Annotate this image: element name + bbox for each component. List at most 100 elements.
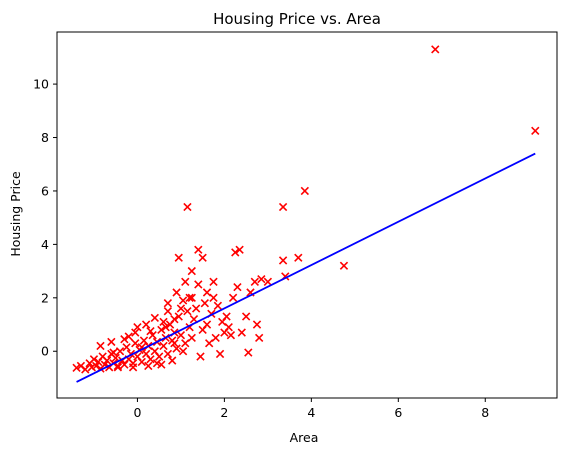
data-point-x-marker	[163, 307, 173, 316]
data-point-x-marker	[209, 277, 218, 286]
data-point-x-marker	[172, 344, 181, 353]
data-point-x-marker	[339, 261, 349, 270]
data-point-x-marker	[178, 347, 188, 356]
x-tick-label: 0	[133, 405, 141, 420]
data-point-x-marker	[133, 323, 142, 332]
data-point-x-marker	[228, 293, 238, 302]
y-axis-title: Housing Price	[8, 171, 23, 257]
data-point-x-marker	[137, 343, 146, 352]
data-point-x-marker	[146, 355, 155, 364]
y-tick-label: 4	[41, 237, 49, 252]
data-point-x-marker	[113, 363, 123, 372]
y-tick-label: 0	[41, 344, 49, 359]
data-point-x-marker	[252, 320, 262, 329]
data-point-x-marker	[161, 323, 170, 332]
data-point-x-marker	[122, 343, 131, 352]
x-tick-label: 6	[394, 405, 402, 420]
data-point-x-marker	[278, 256, 288, 265]
data-point-x-marker	[218, 317, 227, 327]
data-point-x-marker	[531, 126, 540, 136]
data-point-x-marker	[72, 363, 81, 372]
data-point-x-marker	[176, 304, 186, 313]
data-point-x-marker	[131, 339, 140, 348]
chart-title: Housing Price vs. Area	[213, 10, 381, 28]
x-tick-label: 4	[307, 405, 315, 420]
data-point-x-marker	[233, 282, 242, 292]
data-point-x-marker	[215, 349, 225, 359]
data-point-x-marker	[187, 333, 196, 343]
data-point-x-marker	[187, 293, 196, 302]
data-point-x-marker	[159, 341, 168, 351]
data-point-x-marker	[89, 355, 99, 364]
data-point-x-marker	[159, 317, 168, 327]
data-point-x-marker	[148, 331, 157, 340]
y-tick-label: 10	[33, 77, 49, 92]
data-point-x-marker	[294, 253, 303, 262]
data-point-x-marker	[170, 339, 179, 348]
data-point-x-marker	[174, 253, 183, 262]
data-point-x-marker	[241, 312, 251, 321]
data-point-x-marker	[124, 332, 133, 341]
data-point-x-marker	[115, 347, 125, 356]
data-point-x-marker	[109, 348, 118, 357]
data-point-x-marker	[107, 337, 116, 347]
data-point-x-marker	[278, 202, 288, 212]
data-point-x-marker	[250, 277, 259, 286]
y-tick-label: 2	[41, 290, 49, 305]
data-point-x-marker	[244, 348, 253, 357]
data-point-x-marker	[183, 307, 192, 316]
data-point-x-marker	[213, 301, 223, 310]
data-point-x-marker	[194, 245, 203, 254]
data-point-x-marker	[163, 298, 173, 308]
data-point-x-marker	[198, 253, 207, 262]
data-point-x-marker	[146, 327, 155, 336]
data-point-x-marker	[235, 245, 244, 254]
data-point-x-marker	[181, 277, 190, 286]
data-point-x-marker	[224, 323, 233, 332]
x-axis-title: Area	[290, 430, 319, 445]
data-point-x-marker	[200, 298, 209, 308]
data-point-x-marker	[157, 325, 166, 335]
data-point-x-marker	[128, 363, 138, 372]
regression-line	[76, 152, 536, 383]
data-point-x-marker	[194, 280, 203, 289]
data-point-x-marker	[150, 313, 159, 323]
data-point-x-marker	[144, 361, 153, 371]
data-point-x-marker	[96, 341, 105, 351]
data-point-x-marker	[202, 288, 212, 297]
plot-area	[56, 31, 558, 399]
data-point-x-marker	[157, 360, 166, 369]
data-point-x-marker	[237, 328, 246, 337]
data-point-x-marker	[183, 202, 192, 212]
data-point-x-marker	[163, 349, 173, 359]
data-point-x-marker	[263, 277, 273, 286]
y-tick-label: 8	[41, 130, 49, 145]
data-point-x-marker	[176, 331, 186, 340]
data-point-x-marker	[257, 274, 266, 284]
data-point-x-marker	[181, 339, 190, 348]
y-tick-label: 6	[41, 183, 49, 198]
data-point-x-marker	[168, 356, 177, 365]
data-point-x-marker	[211, 333, 220, 343]
data-point-x-marker	[178, 296, 188, 305]
data-point-x-marker	[209, 293, 218, 302]
data-point-x-marker	[255, 333, 264, 343]
data-point-x-marker	[202, 320, 212, 329]
regression-line-series	[76, 152, 536, 383]
x-axis-ticks: 0 2 4 6 8	[133, 398, 489, 420]
data-point-x-marker	[137, 357, 146, 367]
y-axis-ticks: 0 2 4 6 8 10	[33, 77, 57, 359]
x-tick-label: 2	[220, 405, 228, 420]
data-point-x-marker	[172, 288, 181, 297]
data-point-x-marker	[196, 352, 205, 361]
data-point-x-marker	[185, 293, 194, 302]
data-point-x-marker	[155, 352, 164, 361]
data-point-x-marker	[300, 186, 309, 196]
data-point-x-marker	[226, 331, 236, 340]
data-point-x-marker	[431, 45, 440, 54]
data-point-x-marker	[141, 320, 151, 329]
data-point-x-marker	[91, 361, 101, 371]
data-point-x-marker	[174, 312, 183, 321]
